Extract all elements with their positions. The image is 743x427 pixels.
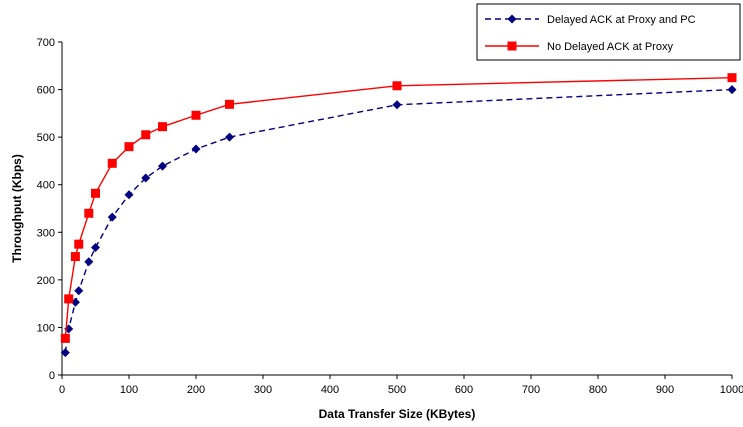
x-tick-label: 600: [455, 384, 473, 396]
series-1-point: [191, 110, 201, 120]
series-0-point: [727, 85, 737, 95]
series-1-line: [64, 76, 733, 339]
series-0-point: [225, 132, 234, 142]
series-1-point: [158, 122, 167, 132]
series-0-point: [141, 173, 151, 183]
x-tick-label: 800: [589, 384, 607, 396]
series-1-point: [392, 81, 402, 91]
y-axis-label: Throughput (Kbps): [10, 154, 24, 263]
y-tick-label: 0: [49, 370, 55, 382]
series-1-point: [727, 73, 737, 83]
series-0-point: [191, 144, 201, 154]
y-tick-label: 500: [37, 132, 55, 144]
y-tick-label: 600: [37, 85, 55, 97]
x-tick-label: 700: [522, 384, 540, 396]
series-1-point: [70, 252, 80, 262]
series-0-point: [507, 14, 517, 24]
series-1: [60, 73, 737, 343]
x-tick-label: 500: [388, 384, 406, 396]
series-1-point: [74, 239, 84, 249]
y-tick-label: 300: [37, 227, 55, 239]
y-tick-label: 700: [37, 37, 55, 49]
series-0-point: [124, 190, 134, 200]
series-layer: [60, 73, 737, 358]
legend-label: Delayed ACK at Proxy and PC: [547, 14, 696, 26]
legend: Delayed ACK at Proxy and PC No Delayed AC…: [476, 3, 741, 61]
x-tick-label: 0: [59, 384, 65, 396]
series-1-point: [64, 294, 74, 304]
legend-box: [476, 3, 741, 61]
series-0-point: [74, 286, 84, 296]
x-tick-label: 400: [321, 384, 339, 396]
axes: 0 100 200 300 400 500 600 700 0 100 200 300 400 500 60…: [37, 37, 743, 396]
y-tick-label: 400: [37, 180, 55, 192]
series-1-point: [507, 41, 517, 51]
series-1-point: [91, 188, 100, 198]
series-0-point: [60, 348, 70, 358]
series-0-point: [91, 243, 100, 253]
series-1-point: [141, 130, 151, 140]
series-0-point: [84, 257, 94, 267]
series-1-point: [107, 158, 117, 168]
x-tick-label: 300: [254, 384, 272, 396]
x-tick-label: 900: [656, 384, 674, 396]
y-tick-label: 100: [37, 322, 55, 334]
series-0-point: [107, 212, 117, 222]
x-tick-label: 100: [120, 384, 138, 396]
series-1-point: [225, 99, 234, 109]
x-tick-label: 1000: [720, 384, 743, 396]
series-1-point: [84, 208, 94, 218]
legend-label: No Delayed ACK at Proxy: [547, 41, 673, 53]
y-tick-label: 200: [37, 275, 55, 287]
legend-item-1: No Delayed ACK at Proxy: [485, 41, 673, 53]
x-axis-label: Data Transfer Size (KBytes): [319, 407, 476, 421]
series-0-point: [158, 161, 167, 171]
x-tick-label: 200: [187, 384, 205, 396]
legend-item-0: Delayed ACK at Proxy and PC: [485, 14, 696, 26]
series-0-point: [392, 100, 402, 110]
series-1-point: [60, 333, 70, 343]
series-1-point: [124, 142, 134, 152]
